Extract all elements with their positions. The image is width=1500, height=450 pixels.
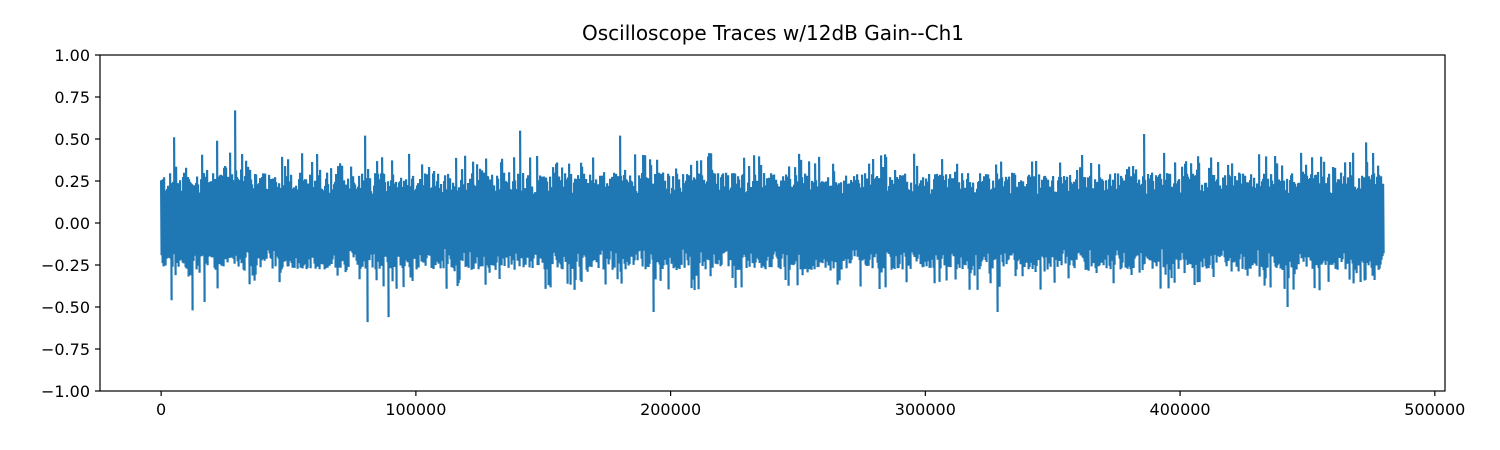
x-tick-label: 100000 [385, 400, 446, 419]
chart-title: Oscilloscope Traces w/12dB Gain--Ch1 [582, 21, 964, 45]
y-tick-label: −0.25 [41, 256, 90, 275]
x-tick-label: 500000 [1404, 400, 1465, 419]
axes: 0 100000 200000 300000 400000 500000 1.00 0.75 0… [41, 46, 1465, 419]
y-tick-label: 0.75 [54, 88, 90, 107]
y-tick-label: 0.00 [54, 214, 90, 233]
signal-trace [160, 110, 1385, 323]
y-tick-label: −1.00 [41, 382, 90, 401]
x-tick-label: 200000 [640, 400, 701, 419]
y-tick-label: −0.50 [41, 298, 90, 317]
x-tick-label: 400000 [1150, 400, 1211, 419]
plot-area [160, 110, 1385, 323]
y-tick-label: 0.25 [54, 172, 90, 191]
y-tick-label: 1.00 [54, 46, 90, 65]
y-tick-label: 0.50 [54, 130, 90, 149]
x-tick-label: 300000 [895, 400, 956, 419]
x-tick-label: 0 [156, 400, 166, 419]
y-tick-label: −0.75 [41, 340, 90, 359]
